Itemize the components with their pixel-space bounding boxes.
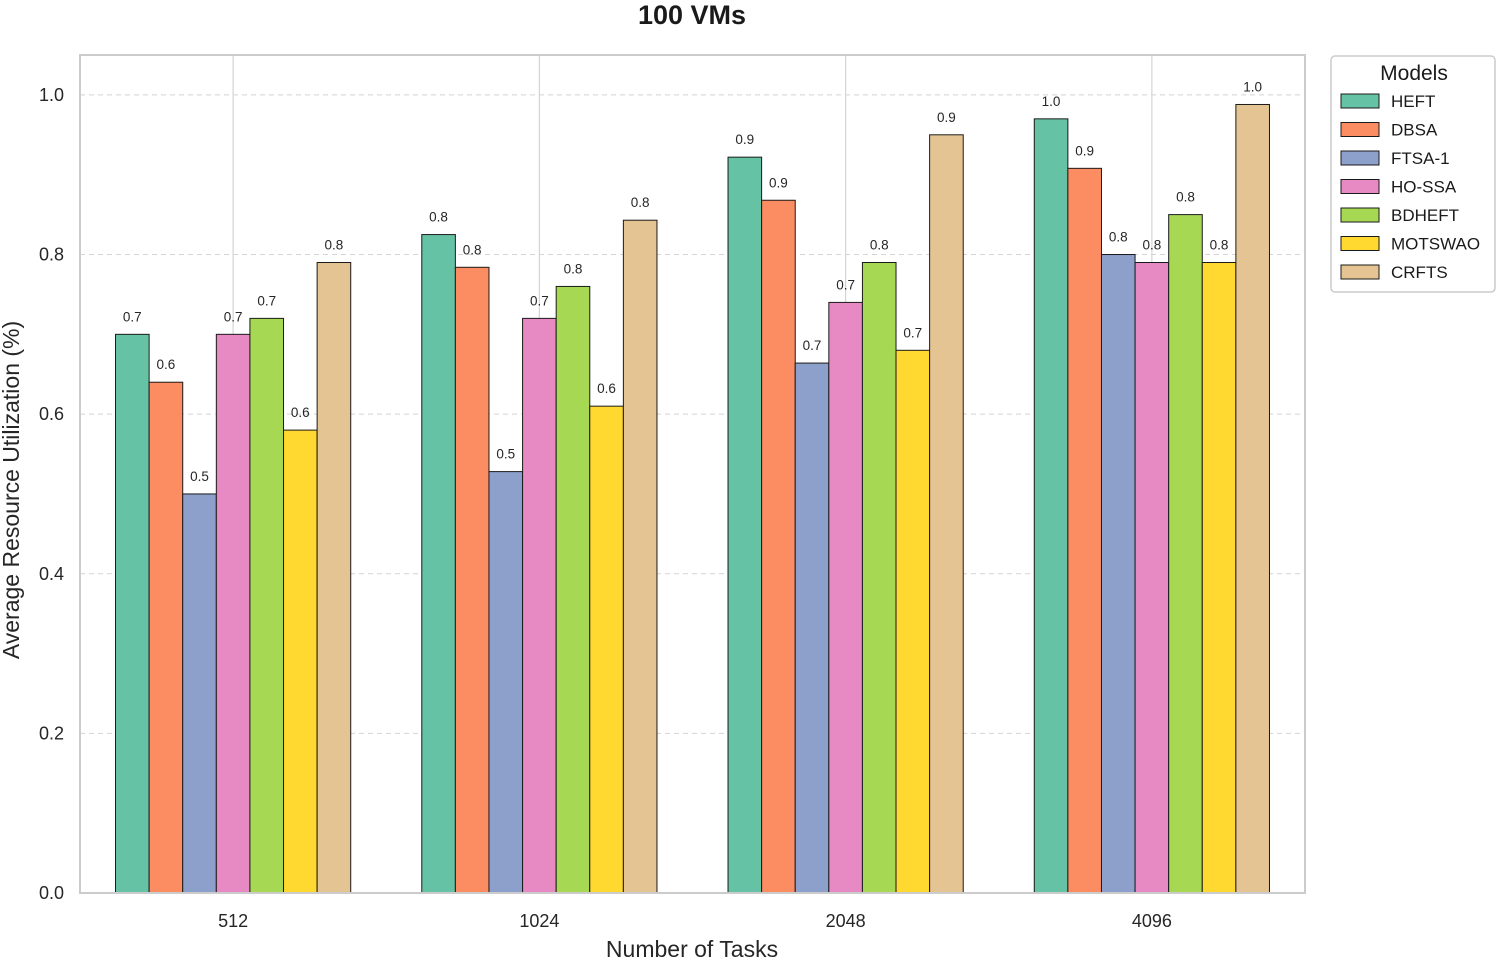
y-tick-label: 0.6 (39, 404, 64, 424)
bar (283, 429, 318, 894)
bar-value-label: 0.9 (1075, 143, 1094, 158)
bar (1033, 118, 1069, 894)
bar-value-label: 0.7 (224, 309, 243, 324)
bar (622, 219, 658, 894)
bar-value-label: 0.7 (123, 309, 142, 324)
legend-swatch (1340, 122, 1380, 137)
x-tick-label: 1024 (519, 911, 559, 931)
bar-value-label: 0.6 (291, 405, 310, 420)
chart-title: 100 VMs (638, 0, 746, 30)
legend-title: Models (1380, 62, 1448, 85)
bar (929, 134, 964, 894)
bar (421, 234, 456, 894)
bar-value-label: 0.8 (1109, 230, 1128, 245)
bar (522, 317, 557, 894)
legend-items: HEFT DBSA FTSA-1 HO-SSA BDHEFT MOTSWAO CRFTS (1340, 92, 1480, 282)
bars-layer: 0.7 0.8 0.9 1.0 0.6 0.8 0.9 0.9 0.5 0.5 0.7 0.8 0.7 0… (115, 79, 1270, 894)
legend-label: BDHEFT (1391, 206, 1459, 225)
bar-value-label: 0.8 (463, 242, 482, 257)
bar (1235, 103, 1270, 894)
plot-frame (79, 54, 1306, 894)
bar (115, 333, 150, 894)
bar-value-label: 0.6 (157, 357, 176, 372)
bar-value-label: 0.7 (803, 338, 822, 353)
bar-value-label: 0.8 (429, 210, 448, 225)
bar-value-label: 0.8 (564, 261, 583, 276)
y-axis-label: Average Resource Utilization (%) (0, 321, 24, 659)
legend-swatch (1340, 93, 1380, 109)
bar-value-label: 0.8 (325, 238, 344, 253)
legend-swatch (1340, 150, 1380, 166)
bar-value-label: 0.8 (1142, 238, 1161, 253)
bar-value-label: 0.6 (597, 381, 616, 396)
x-tick-label: 4096 (1132, 911, 1172, 931)
bar (182, 493, 217, 894)
legend-swatch (1340, 236, 1380, 251)
bar (488, 471, 524, 894)
bar (1134, 262, 1170, 894)
bar (1201, 262, 1237, 894)
bar-value-label: 0.9 (769, 175, 788, 190)
bar-value-label: 0.7 (836, 277, 855, 292)
bar (895, 349, 931, 894)
y-tick-label: 0.2 (39, 723, 64, 743)
bar (828, 301, 863, 894)
y-tick-label: 0.0 (39, 883, 64, 903)
bar-value-label: 1.0 (1243, 79, 1262, 94)
bar (1100, 254, 1136, 894)
y-tick-label: 0.4 (39, 564, 64, 584)
legend-label: HO-SSA (1391, 178, 1457, 197)
bar-value-label: 0.9 (735, 132, 754, 147)
bar-value-label: 0.7 (257, 293, 276, 308)
x-tick-label: 512 (218, 911, 248, 931)
legend-label: HEFT (1391, 92, 1435, 111)
x-axis-label: Number of Tasks (606, 936, 778, 960)
bar (555, 285, 591, 894)
y-tick-label: 1.0 (39, 85, 64, 105)
bar (761, 199, 796, 894)
bar (794, 362, 830, 894)
bar-value-label: 0.8 (631, 195, 650, 210)
legend-swatch (1340, 179, 1380, 194)
bar (861, 262, 897, 894)
legend-label: DBSA (1391, 121, 1438, 140)
bar-value-label: 0.7 (530, 293, 549, 308)
legend-label: CRFTS (1391, 263, 1448, 282)
x-tick-label: 2048 (826, 911, 866, 931)
bar (215, 333, 251, 894)
bar-value-label: 0.8 (1176, 190, 1195, 205)
legend-frame (1330, 55, 1496, 293)
legend-swatch (1340, 264, 1380, 280)
ticks-layer: 0.0 0.2 0.4 0.6 0.8 1.0 512 1024 2048 4096 (39, 85, 1172, 931)
bar (316, 262, 352, 894)
bar (1067, 167, 1102, 894)
bar-value-label: 0.8 (870, 238, 889, 253)
bar-value-label: 1.0 (1042, 94, 1061, 109)
bar-value-label: 0.7 (903, 325, 922, 340)
legend: Models HEFT DBSA FTSA-1 HO-SSA BDHEFT MOTSWAO… (1330, 55, 1496, 293)
bar-value-label: 0.8 (1210, 238, 1229, 253)
bar (589, 405, 624, 894)
bar (727, 156, 763, 894)
legend-label: MOTSWAO (1391, 235, 1480, 254)
bar-value-label: 0.5 (496, 447, 515, 462)
bar (454, 266, 490, 894)
y-tick-label: 0.8 (39, 245, 64, 265)
bar (1168, 214, 1203, 894)
bar-value-label: 0.9 (937, 110, 956, 125)
legend-label: FTSA-1 (1391, 149, 1450, 168)
legend-swatch (1340, 207, 1380, 223)
bar-value-label: 0.5 (190, 469, 209, 484)
bar (148, 381, 184, 894)
bar (249, 317, 285, 894)
